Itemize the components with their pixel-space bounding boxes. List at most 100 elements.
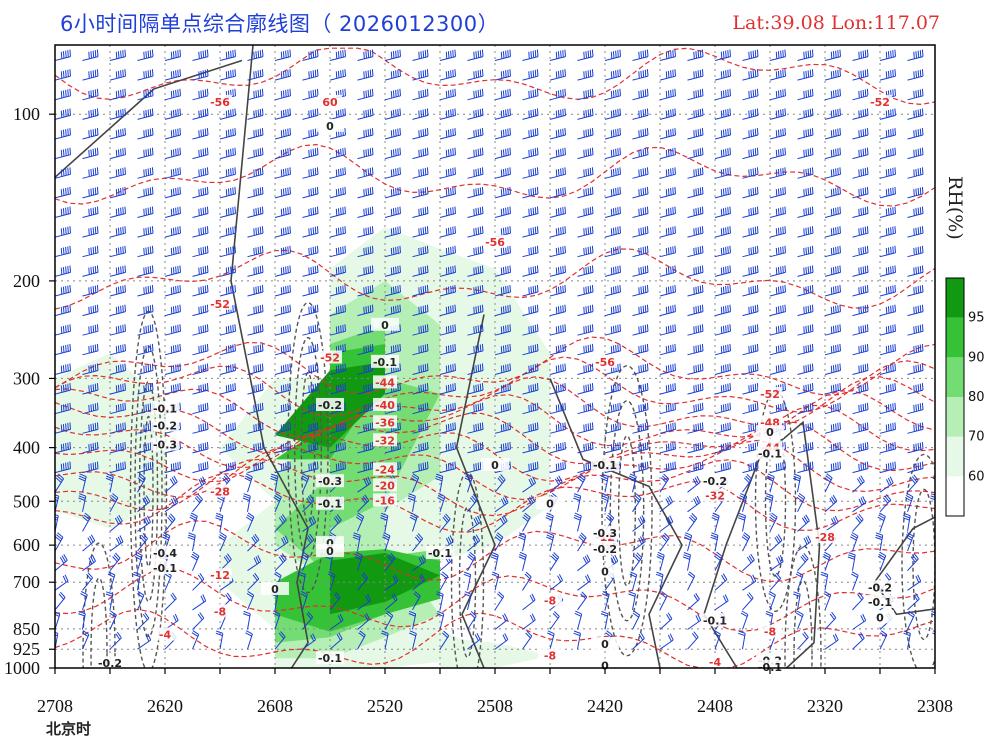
- wind-barb: [963, 554, 975, 571]
- wind-barb: [522, 495, 536, 513]
- wind-barb: [412, 128, 429, 140]
- wind-barb: [604, 441, 621, 454]
- wind-barb: [274, 324, 291, 336]
- wind-barb: [742, 553, 755, 572]
- wind-barb: [742, 473, 753, 493]
- temperature-label-bg: [758, 386, 782, 400]
- wind-barb: [907, 474, 919, 493]
- wind-barb: [879, 343, 896, 356]
- wind-barb: [879, 363, 896, 375]
- wind-barb: [604, 147, 621, 160]
- wind-barb: [274, 535, 289, 552]
- omega-label-bg: [371, 317, 399, 331]
- wind-barb: [714, 128, 731, 140]
- wind-barb: [439, 461, 456, 474]
- wind-barb: [522, 49, 539, 61]
- wind-barb: [687, 631, 699, 650]
- wind-barb: [549, 343, 566, 356]
- wind-barb: [412, 69, 429, 81]
- temperature-label-bg: [208, 568, 232, 582]
- wind-barb: [742, 284, 759, 297]
- wind-barb: [632, 284, 649, 297]
- wind-barb: [300, 473, 310, 493]
- wind-barb: [687, 108, 704, 120]
- wind-barb: [247, 186, 264, 199]
- wind-barb: [577, 128, 594, 140]
- wind-barb: [329, 206, 346, 218]
- wind-barb: [82, 383, 99, 395]
- temperature-label: -24: [375, 463, 395, 476]
- wind-barb: [302, 265, 319, 277]
- omega-contour: [143, 415, 154, 568]
- wind-barb: [357, 343, 374, 356]
- wind-barb: [656, 551, 665, 571]
- wind-barb: [793, 591, 801, 610]
- wind-barb: [577, 473, 586, 493]
- wind-barb: [714, 186, 731, 199]
- wind-barb: [384, 167, 401, 179]
- wind-barb: [467, 265, 484, 277]
- isotherm-line: [55, 439, 935, 501]
- wind-barb: [824, 186, 841, 199]
- wind-barb: [412, 88, 429, 101]
- wind-barb: [55, 284, 71, 297]
- wind-barb: [329, 108, 346, 120]
- wind-barb: [274, 514, 287, 532]
- ytick-label: 100: [13, 104, 40, 124]
- omega-zero-line: [455, 314, 496, 668]
- wind-barb: [934, 236, 935, 238]
- wind-barb: [302, 186, 319, 199]
- wind-barb: [742, 147, 759, 160]
- wind-barb: [604, 343, 621, 356]
- wind-barb: [82, 49, 99, 61]
- wind-barb: [824, 611, 837, 630]
- wind-barb: [82, 441, 99, 454]
- wind-barb: [577, 343, 594, 356]
- wind-barb: [797, 265, 814, 277]
- wind-barb: [573, 630, 581, 650]
- wind-barb: [192, 383, 209, 395]
- wind-barb: [907, 108, 924, 120]
- wind-barb: [824, 515, 839, 532]
- ytick-label: 1000: [4, 658, 40, 678]
- wind-barb: [192, 245, 209, 258]
- wind-barb: [907, 69, 924, 81]
- wind-barb: [797, 402, 814, 415]
- isotherm-line: [55, 404, 935, 468]
- omega-label-bg: [756, 425, 784, 439]
- wind-barb: [164, 206, 181, 218]
- wind-barb: [494, 304, 511, 317]
- wind-barb: [934, 216, 935, 218]
- omega-label-bg: [756, 446, 784, 460]
- location-coordinates: Lat:39.08 Lon:117.07: [732, 12, 940, 34]
- wind-barb: [577, 88, 594, 101]
- wind-barb: [797, 245, 814, 258]
- wind-barb: [467, 128, 484, 140]
- temperature-label: -52: [320, 351, 340, 364]
- xtick-label: 2420: [587, 696, 623, 716]
- wind-barb: [164, 226, 181, 238]
- wind-barb: [192, 441, 209, 454]
- wind-barb: [687, 571, 696, 591]
- wind-barb: [164, 69, 181, 81]
- wind-barb: [714, 573, 728, 591]
- wind-barb: [55, 441, 71, 454]
- wind-barb: [384, 574, 399, 591]
- omega-label: 0: [326, 120, 334, 133]
- wind-barb: [742, 69, 759, 81]
- wind-barb: [632, 167, 649, 179]
- colorbar-segment-90: [946, 317, 964, 358]
- isotherm-line: [55, 608, 935, 668]
- wind-barb: [549, 49, 566, 61]
- wind-barb: [742, 324, 759, 336]
- omega-label-bg: [316, 496, 344, 510]
- ytick-label: 500: [13, 491, 40, 511]
- wind-barb: [137, 324, 154, 336]
- wind-barb: [412, 147, 429, 160]
- wind-barb: [604, 422, 621, 434]
- wind-barb: [82, 147, 99, 160]
- wind-barb: [768, 590, 776, 611]
- wind-barb: [687, 363, 704, 375]
- wind-barb: [659, 69, 676, 81]
- wind-barb: [409, 512, 418, 532]
